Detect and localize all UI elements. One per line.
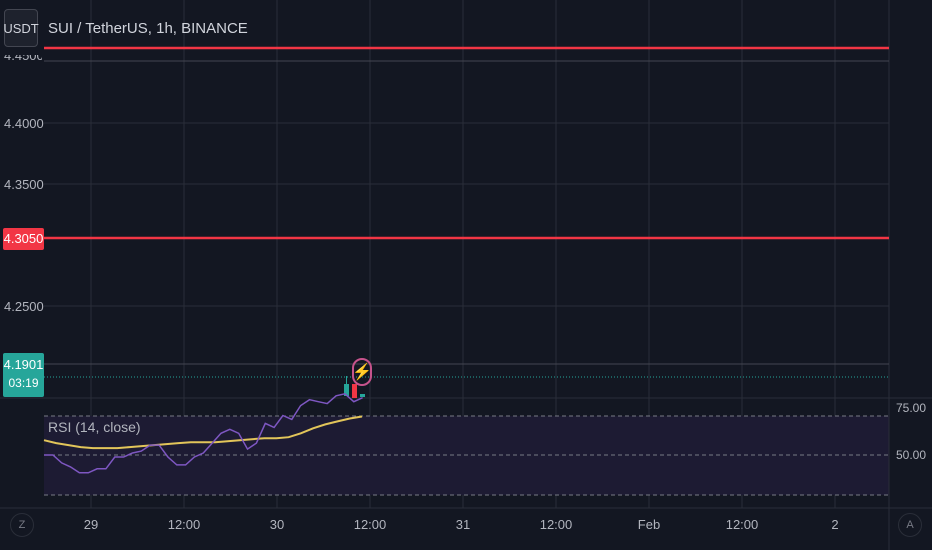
rsi-line — [44, 392, 363, 474]
timezone-button[interactable]: Z — [10, 513, 34, 537]
last-price-value: 4.1901 — [3, 357, 44, 372]
rsi-level-label: 50.00 — [896, 448, 927, 462]
chart-title[interactable]: SUI / TetherUS, 1h, BINANCE — [48, 20, 248, 37]
last-price-tag: 4.1901 03:19 — [3, 353, 44, 397]
lightning-bolt-icon[interactable]: ⚡ — [352, 358, 372, 386]
time-label: 2 — [831, 517, 839, 532]
candle-bear[interactable] — [352, 384, 357, 398]
price-label-partial: 4.4500 — [4, 55, 42, 64]
symbol-search-button[interactable]: USDT — [3, 9, 39, 47]
time-label: 12:00 — [167, 517, 201, 532]
time-label: Feb — [637, 517, 661, 532]
alert-price-tag[interactable]: 4.3050 — [3, 228, 44, 250]
time-label: 12:00 — [539, 517, 573, 532]
rsi-ma-line — [43, 415, 363, 450]
time-label: 30 — [269, 517, 285, 532]
price-label: 4.2500 — [4, 299, 44, 314]
rsi-level-label: 75.00 — [896, 401, 927, 415]
price-label: 4.4000 — [4, 116, 44, 131]
candle-current[interactable] — [360, 394, 365, 397]
price-label: 4.3500 — [4, 177, 44, 192]
rsi-indicator-label[interactable]: RSI (14, close) — [48, 419, 141, 435]
time-label: 12:00 — [725, 517, 759, 532]
time-label: 31 — [455, 517, 471, 532]
time-label: 29 — [83, 517, 99, 532]
time-label: 12:00 — [353, 517, 387, 532]
candle-bull[interactable] — [344, 384, 349, 396]
candle-countdown: 03:19 — [8, 376, 39, 390]
auto-scale-button[interactable]: A — [898, 513, 922, 537]
price-label-text: 4.4500 — [4, 55, 42, 63]
